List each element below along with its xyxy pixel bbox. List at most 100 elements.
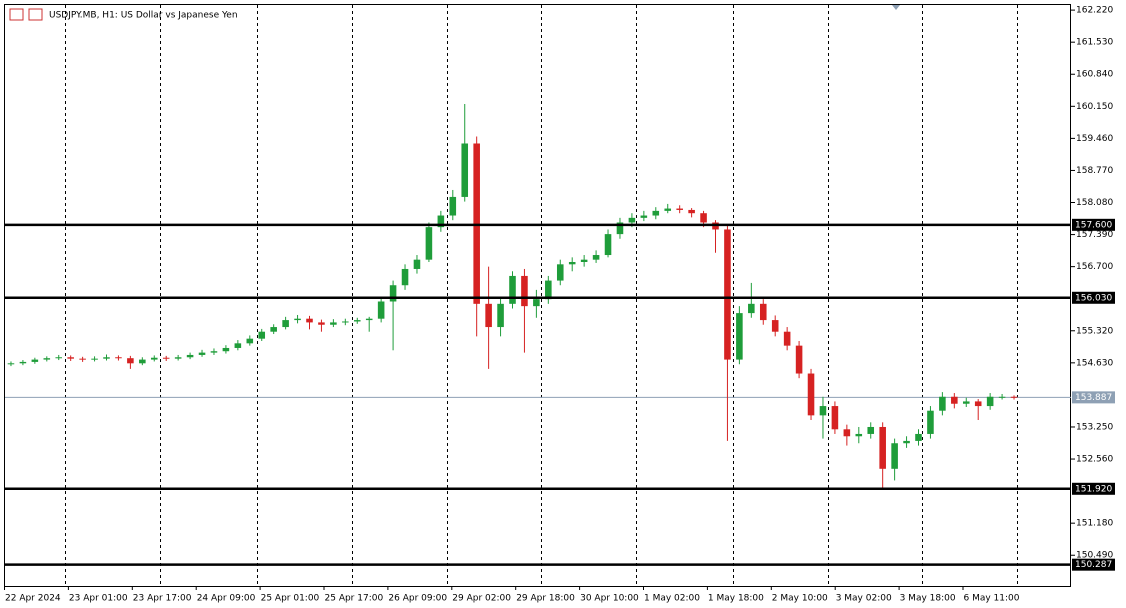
candle-body <box>664 208 672 211</box>
x-tick-label: 23 Apr 17:00 <box>133 594 192 604</box>
level-label-box <box>1072 291 1115 304</box>
x-tick-label: 3 May 18:00 <box>900 594 956 604</box>
candle-body <box>736 313 743 360</box>
y-tick-label: 154.630 <box>1076 358 1113 368</box>
candle-body <box>568 261 576 265</box>
candle-body <box>318 322 325 325</box>
y-tick-label: 160.150 <box>1076 102 1113 112</box>
x-tick-label: 24 Apr 09:00 <box>197 594 256 604</box>
x-tick-label: 6 May 11:00 <box>964 594 1020 604</box>
candle-body <box>222 347 230 352</box>
x-tick-label: 2 May 10:00 <box>772 594 828 604</box>
candle-body <box>974 401 982 407</box>
candle-body <box>294 318 301 321</box>
x-tick-label: 30 Apr 10:00 <box>580 594 639 604</box>
title-icons <box>9 8 43 21</box>
candle-body <box>771 320 779 332</box>
y-tick-label: 159.460 <box>1076 134 1113 144</box>
level-label: 150.287 <box>1075 560 1112 570</box>
candle-body <box>676 208 683 210</box>
candle-body <box>831 406 839 430</box>
candle-body <box>234 343 242 348</box>
candle-body <box>688 209 695 214</box>
candle-body <box>67 357 74 359</box>
candle-body <box>389 285 397 302</box>
candle-body <box>807 373 815 416</box>
level-label: 157.600 <box>1075 220 1112 230</box>
candle-body <box>616 222 624 235</box>
current-price-box <box>1072 391 1115 404</box>
candle-body <box>127 358 134 364</box>
candle-body <box>306 318 313 323</box>
y-tick-label: 155.320 <box>1076 326 1113 336</box>
candle-body <box>258 331 266 339</box>
x-tick-label: 1 May 18:00 <box>708 594 764 604</box>
candle-body <box>748 303 755 314</box>
candle-body <box>139 359 146 364</box>
candle-body <box>759 303 767 321</box>
candle-body <box>724 229 731 360</box>
candle-body <box>533 299 540 307</box>
candle-body <box>55 357 63 359</box>
candle-body <box>783 331 791 346</box>
candle-body <box>592 255 600 260</box>
y-tick-label: 161.530 <box>1076 38 1113 48</box>
candle-body <box>915 433 922 441</box>
candle-body <box>521 275 528 307</box>
candle-body <box>855 433 863 437</box>
y-tick-label: 153.250 <box>1076 422 1113 432</box>
candle-body <box>652 210 660 216</box>
candle-body <box>497 303 504 328</box>
x-tick-label: 25 Apr 17:00 <box>325 594 384 604</box>
y-tick-label: 152.560 <box>1076 455 1113 465</box>
level-label: 151.920 <box>1075 484 1112 494</box>
level-label: 156.030 <box>1075 293 1112 303</box>
candle-body <box>962 401 970 404</box>
candle-body <box>19 361 27 364</box>
candle-body <box>186 354 194 358</box>
candle-body <box>867 426 875 434</box>
candle-body <box>545 280 552 300</box>
candle-body <box>91 358 98 360</box>
y-tick-label: 150.490 <box>1076 551 1113 561</box>
candle-body <box>270 327 277 332</box>
plot-frame <box>4 4 1071 587</box>
candle-body <box>210 351 218 353</box>
x-tick-label: 25 Apr 01:00 <box>261 594 320 604</box>
current-price-label: 153.887 <box>1075 393 1112 403</box>
x-tick-label: 26 Apr 09:00 <box>388 594 447 604</box>
candle-body <box>7 363 15 365</box>
y-tick-label: 158.770 <box>1076 166 1113 176</box>
candle-body <box>365 318 373 321</box>
y-tick-label: 162.220 <box>1076 6 1113 16</box>
candle-body <box>162 357 170 359</box>
chart-title: USDJPY.MB, H1: US Dollar vs Japanese Yen <box>49 11 238 21</box>
candle-body <box>150 357 158 360</box>
candle-body <box>425 227 433 260</box>
candle-body <box>891 443 898 469</box>
candle-body <box>401 268 409 286</box>
candle-body <box>282 320 289 328</box>
x-tick-label: 29 Apr 02:00 <box>452 594 511 604</box>
candle-body <box>31 359 39 362</box>
y-tick-label: 160.840 <box>1076 70 1113 80</box>
shift-marker <box>892 5 900 10</box>
candle-body <box>628 217 636 223</box>
candle-body <box>879 426 886 469</box>
candle-body <box>353 320 361 322</box>
candle-body <box>461 143 469 197</box>
candle-body <box>903 440 910 444</box>
candle-body <box>174 357 182 359</box>
candle-body <box>939 396 946 411</box>
candle-body <box>437 215 445 228</box>
candle-body <box>342 321 349 323</box>
level-label-box <box>1072 218 1115 231</box>
candle-body <box>556 264 564 281</box>
y-tick-label: 151.180 <box>1076 519 1113 529</box>
candle-body <box>246 338 254 344</box>
x-tick-label: 3 May 02:00 <box>836 594 892 604</box>
candle-body <box>103 357 110 359</box>
candle-body <box>819 406 827 416</box>
candle-body <box>509 275 516 304</box>
